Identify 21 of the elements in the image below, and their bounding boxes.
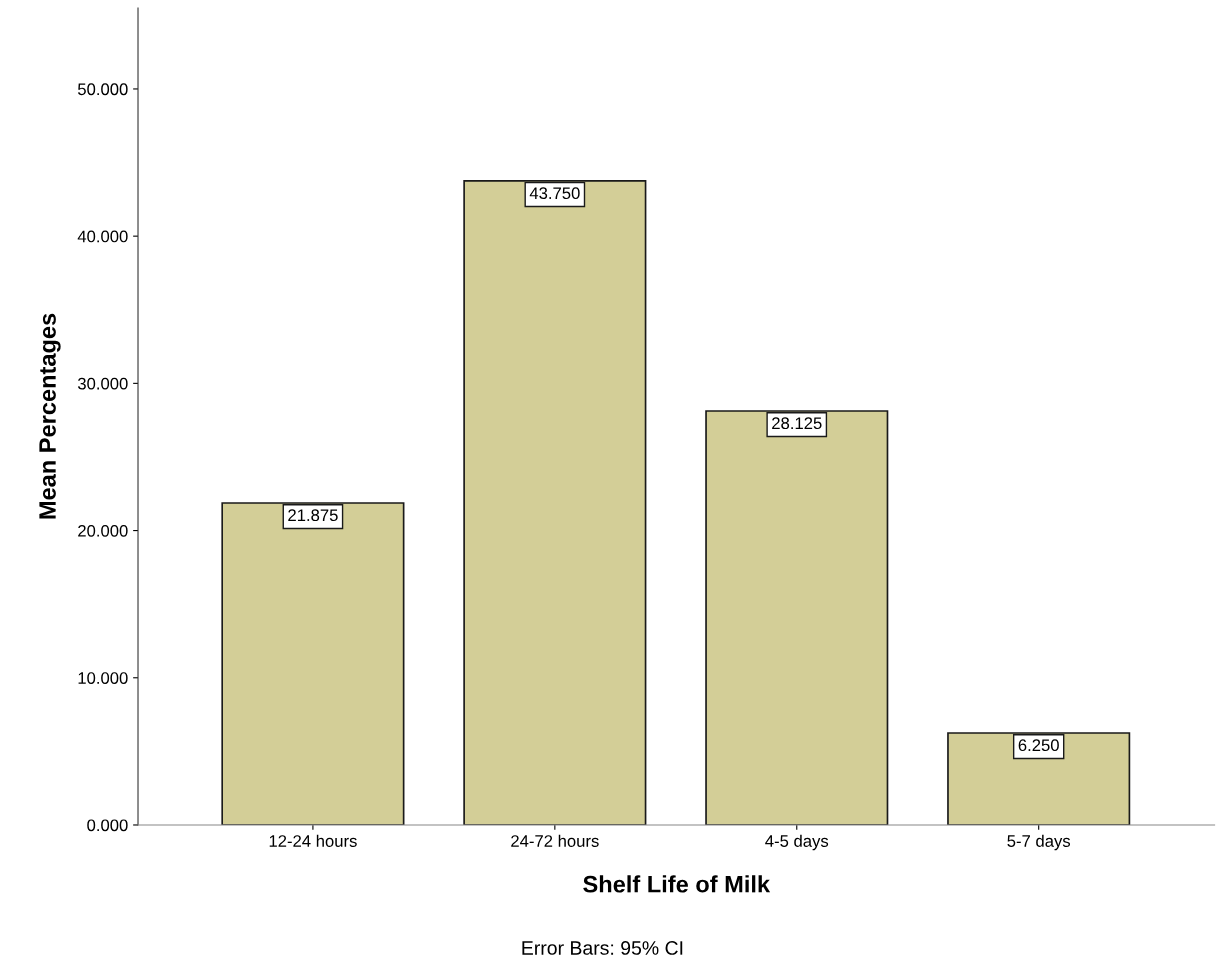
x-tick-label: 4-5 days [765, 834, 829, 851]
bar [221, 502, 405, 825]
bar [705, 410, 889, 825]
y-axis-title: Mean Percentages [39, 313, 61, 519]
y-tick-label: 40.000 [77, 230, 128, 243]
y-tick-label: 20.000 [78, 524, 128, 537]
y-tick-label: 10.000 [78, 672, 128, 684]
x-tick-label: 5-7 days [1007, 834, 1071, 851]
data-label: 6.250 [1018, 739, 1059, 752]
x-tick-label: 12-24 hours [269, 834, 357, 847]
data-label: 21.875 [288, 509, 338, 522]
y-tick-label: 0.000 [87, 819, 128, 832]
data-label: 28.125 [772, 417, 822, 430]
bar [947, 732, 1131, 825]
text: Error Bars: 95% CI [522, 941, 683, 955]
x-axis-title: Shelf Life of Milk [583, 875, 771, 893]
y-tick-label: 30.000 [77, 377, 128, 390]
x-tick-label: 24-72 hours [511, 834, 599, 847]
bar [463, 180, 647, 825]
data-label: 43.750 [529, 187, 580, 200]
y-tick-label: 50.000 [77, 83, 128, 96]
